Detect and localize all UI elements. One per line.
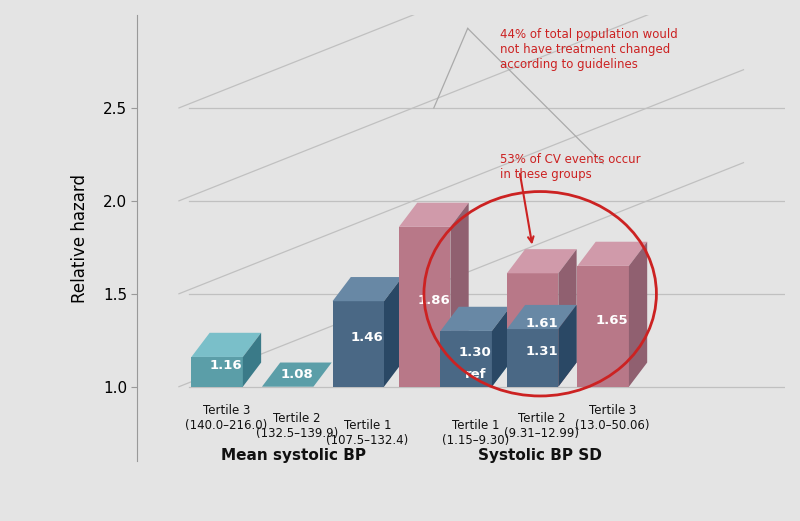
Text: 1.08: 1.08 [281,368,314,381]
Text: Tertile 2
(9.31–12.99): Tertile 2 (9.31–12.99) [504,412,579,440]
Polygon shape [384,277,402,387]
Polygon shape [441,363,510,387]
Polygon shape [558,305,577,387]
Text: 1.16: 1.16 [210,359,242,373]
Polygon shape [507,274,558,387]
Polygon shape [399,203,469,227]
Text: 1.31: 1.31 [526,345,558,358]
Text: 1.46: 1.46 [351,331,384,344]
Polygon shape [492,307,510,387]
Polygon shape [333,301,384,387]
Polygon shape [558,249,577,387]
Polygon shape [441,307,510,331]
Text: Tertile 1
(107.5–132.4): Tertile 1 (107.5–132.4) [326,419,409,447]
Polygon shape [578,242,647,266]
Text: 1.30: 1.30 [459,346,492,359]
Text: Systolic BP SD: Systolic BP SD [478,448,602,463]
Text: Tertile 3
(13.0–50.06): Tertile 3 (13.0–50.06) [575,404,650,432]
Polygon shape [262,363,332,387]
Y-axis label: Relative hazard: Relative hazard [71,173,89,303]
Polygon shape [191,357,243,387]
Polygon shape [399,227,450,387]
Text: Tertile 3
(140.0–216.0): Tertile 3 (140.0–216.0) [185,404,267,432]
Polygon shape [441,331,492,387]
Polygon shape [629,242,647,387]
Polygon shape [507,329,558,387]
Polygon shape [507,305,577,329]
Text: Mean systolic BP: Mean systolic BP [221,448,366,463]
Text: 1.86: 1.86 [418,294,450,307]
Text: ref: ref [465,368,486,381]
Polygon shape [578,266,629,387]
Polygon shape [450,203,469,387]
Text: 1.65: 1.65 [596,314,629,327]
Text: Tertile 2
(132.5–139.9): Tertile 2 (132.5–139.9) [256,412,338,440]
Text: 53% of CV events occur
in these groups: 53% of CV events occur in these groups [500,153,641,181]
Polygon shape [507,249,577,274]
Polygon shape [191,333,261,357]
Text: Tertile 1
(1.15–9.30): Tertile 1 (1.15–9.30) [442,419,509,447]
Polygon shape [333,277,402,301]
Text: 44% of total population would
not have treatment changed
according to guidelines: 44% of total population would not have t… [500,28,678,71]
Text: 1.61: 1.61 [526,317,558,330]
Polygon shape [243,333,261,387]
